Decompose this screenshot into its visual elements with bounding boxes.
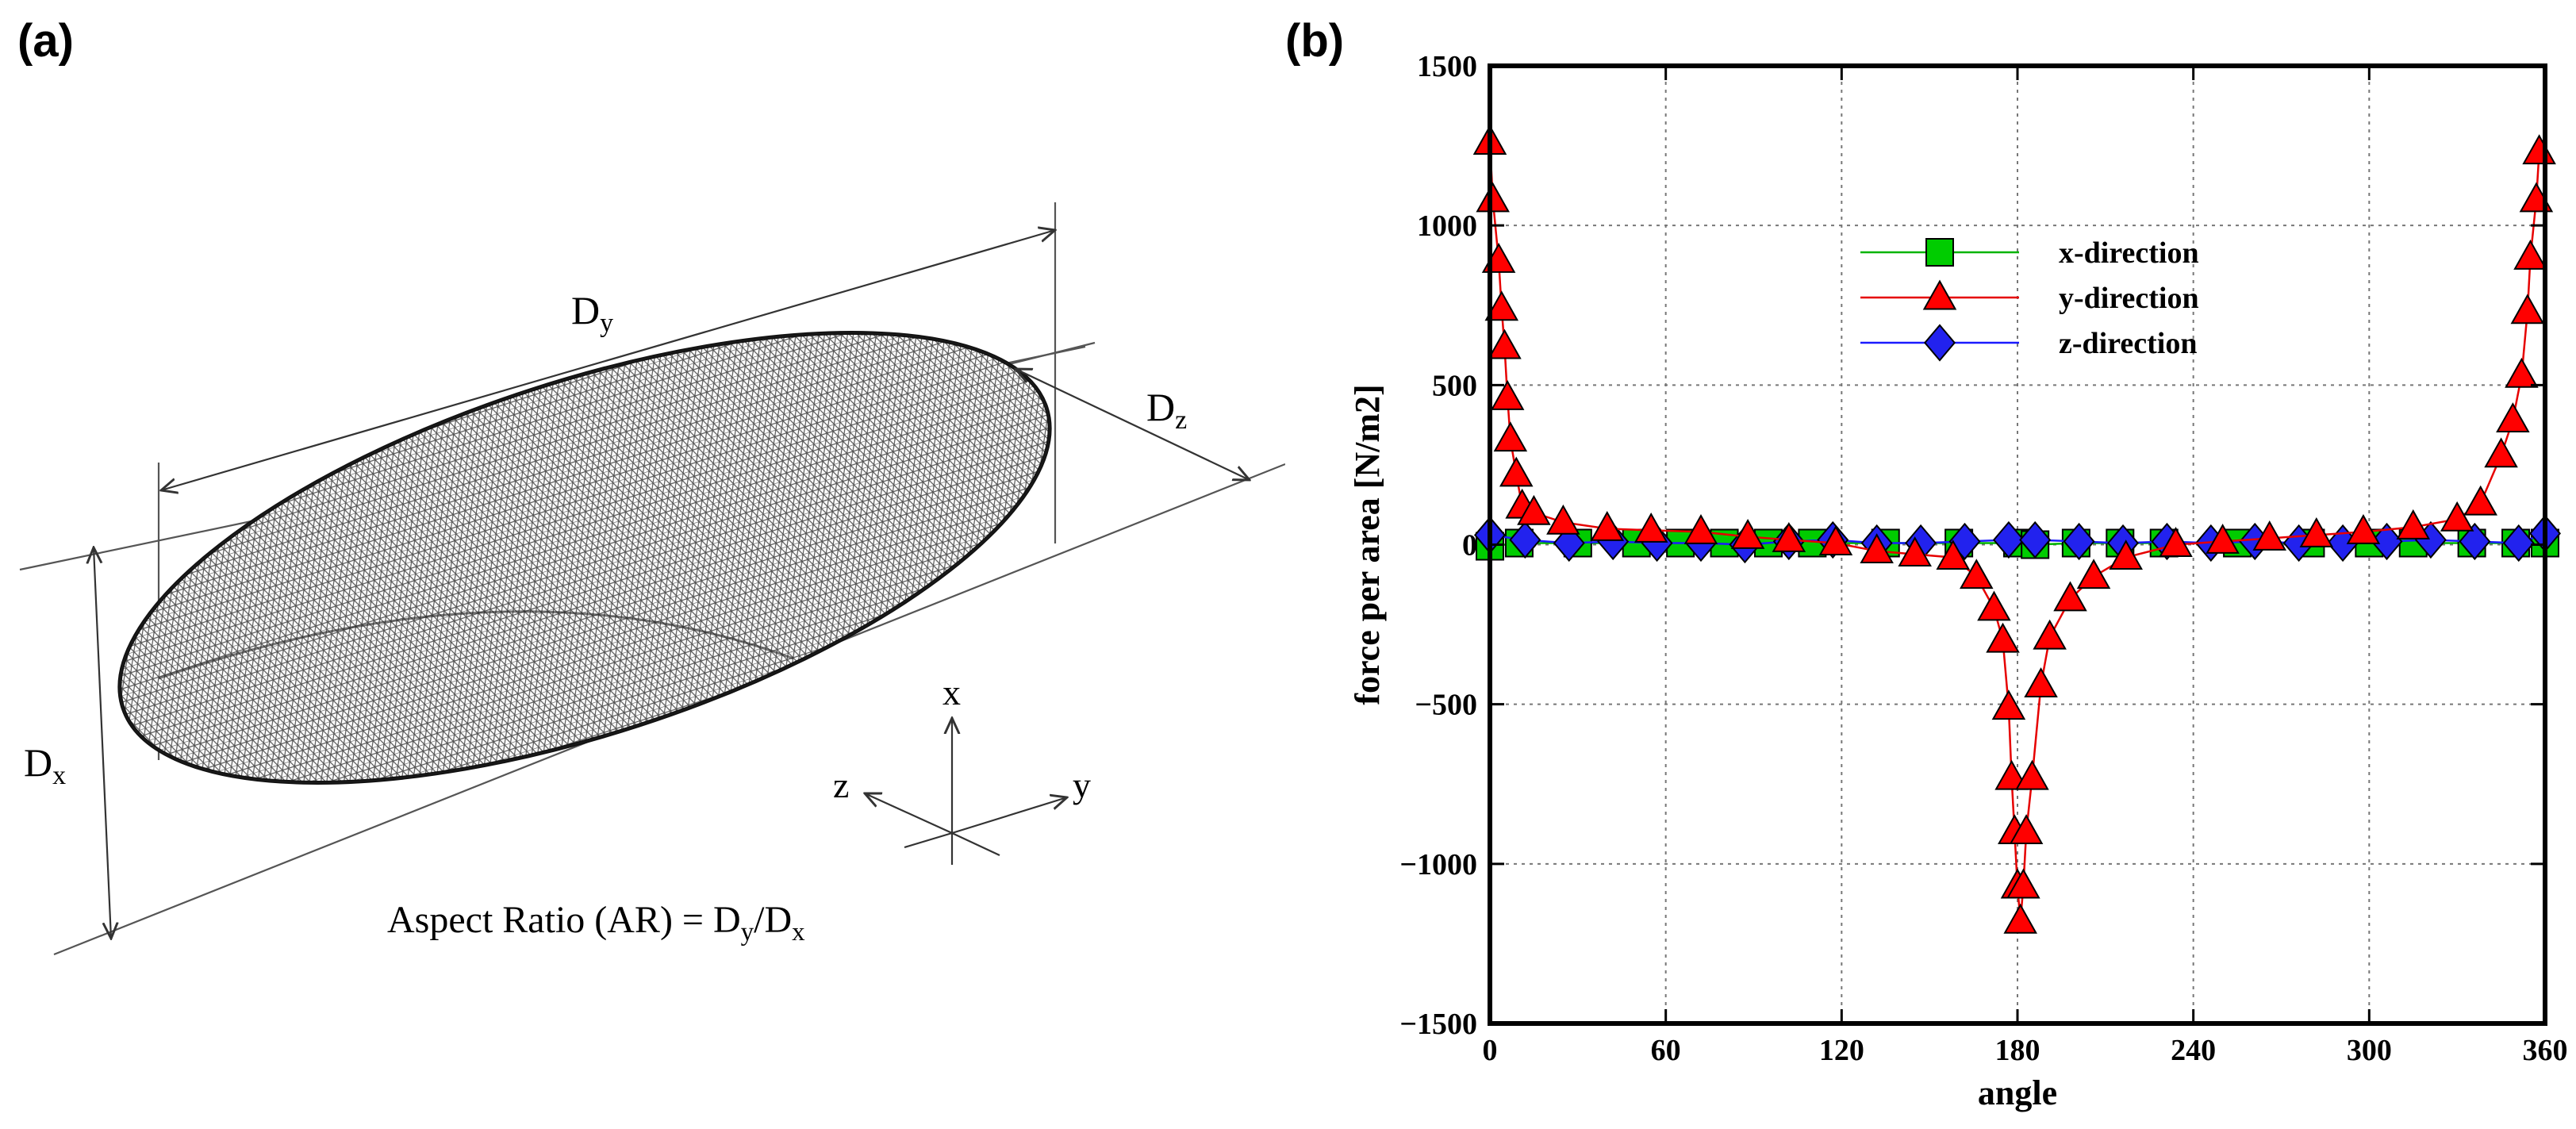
data-point bbox=[2505, 357, 2539, 388]
data-point bbox=[1986, 622, 2020, 653]
data-point bbox=[2206, 524, 2240, 554]
coordinate-triad bbox=[865, 718, 1067, 865]
panel-a-label: (a) bbox=[17, 15, 74, 67]
y-tick-label: −1000 bbox=[1399, 848, 1477, 881]
legend-marker bbox=[1922, 279, 1957, 310]
aspect-ratio-formula: Aspect Ratio (AR) = Dy/Dx bbox=[387, 899, 805, 947]
data-point bbox=[2053, 581, 2087, 612]
axis-x-label: x bbox=[942, 672, 961, 712]
y-tick-label: 0 bbox=[1462, 529, 1477, 563]
data-point bbox=[1509, 520, 1541, 559]
y-axis-title: force per area [N/m2] bbox=[1348, 384, 1387, 705]
data-point bbox=[2463, 485, 2497, 516]
data-point bbox=[1546, 504, 1580, 535]
data-point bbox=[2502, 524, 2535, 563]
data-point bbox=[1476, 182, 1510, 213]
data-point bbox=[2063, 522, 2095, 561]
x-tick-label: 120 bbox=[1819, 1034, 1864, 1067]
data-point bbox=[1683, 513, 1718, 544]
legend-entry: z-direction bbox=[1860, 324, 2197, 362]
data-point bbox=[1493, 421, 1528, 452]
y-tick-label: 1500 bbox=[1417, 50, 1477, 83]
data-point bbox=[1818, 525, 1853, 555]
data-point bbox=[2346, 513, 2381, 544]
data-point bbox=[1772, 522, 1806, 552]
data-point bbox=[1517, 494, 1551, 525]
panel-a-diagram: Dy Dx Dz x y z Aspect Ratio (AR) = Dy/Dx bbox=[19, 202, 1285, 956]
x-tick-label: 360 bbox=[2523, 1034, 2568, 1067]
data-point bbox=[1634, 512, 1668, 543]
chart-series bbox=[1472, 125, 2562, 934]
dz-label: Dz bbox=[1146, 385, 1187, 435]
data-point bbox=[2009, 814, 2044, 845]
data-point bbox=[1991, 689, 2026, 720]
data-point bbox=[2076, 559, 2111, 589]
data-point bbox=[1960, 559, 1994, 589]
data-point bbox=[2024, 667, 2058, 697]
data-point bbox=[1499, 456, 1534, 487]
data-point bbox=[1948, 522, 1981, 561]
data-point bbox=[1488, 328, 1522, 359]
legend-entry: y-direction bbox=[1860, 279, 2199, 315]
data-point bbox=[2440, 501, 2474, 532]
dimension-arrows bbox=[94, 230, 1250, 939]
data-point bbox=[1936, 540, 1970, 570]
dx-label: Dx bbox=[24, 740, 66, 790]
data-point bbox=[2522, 134, 2556, 165]
data-point bbox=[1590, 510, 1625, 541]
legend-marker bbox=[1923, 324, 1956, 362]
data-point bbox=[2015, 759, 2049, 790]
legend-label: y-direction bbox=[2059, 282, 2199, 315]
data-point bbox=[2033, 619, 2067, 650]
data-point bbox=[2510, 294, 2545, 324]
data-point bbox=[1898, 536, 1932, 567]
data-point bbox=[1994, 759, 2029, 790]
chart-legend: x-direction y-direction z-direction bbox=[1860, 236, 2199, 362]
data-point bbox=[2006, 868, 2040, 899]
y-tick-label: −500 bbox=[1415, 689, 1477, 722]
data-point bbox=[2109, 540, 2143, 570]
data-point bbox=[1992, 520, 2025, 559]
x-tick-label: 240 bbox=[2171, 1034, 2216, 1067]
chart-ticks: 0 60 120 180 240 300 360 −1500 −1000 −500 0 500 1000… bbox=[1399, 50, 2567, 1067]
data-point bbox=[2019, 520, 2052, 559]
y-tick-label: −1500 bbox=[1399, 1008, 1477, 1041]
panel-b-label: (b) bbox=[1285, 15, 1345, 67]
data-point bbox=[1490, 379, 1525, 410]
y-tick-label: 500 bbox=[1432, 369, 1477, 402]
data-point bbox=[1977, 590, 2011, 621]
x-tick-label: 180 bbox=[1995, 1034, 2040, 1067]
x-tick-label: 300 bbox=[2347, 1034, 2392, 1067]
data-point bbox=[2252, 520, 2286, 551]
x-tick-label: 0 bbox=[1483, 1034, 1498, 1067]
data-point bbox=[2396, 509, 2431, 540]
data-point bbox=[1730, 518, 1765, 549]
legend-entry: x-direction bbox=[1860, 236, 2199, 270]
data-point bbox=[2371, 522, 2403, 561]
data-point bbox=[2459, 522, 2491, 561]
data-point bbox=[2513, 239, 2547, 270]
data-point bbox=[1484, 290, 1519, 321]
data-point bbox=[2159, 527, 2193, 557]
series-y-direction bbox=[1472, 125, 2556, 934]
data-point bbox=[2003, 903, 2037, 934]
data-point bbox=[1860, 533, 1894, 563]
x-axis-title: angle bbox=[1978, 1073, 2057, 1112]
x-tick-label: 60 bbox=[1651, 1034, 1681, 1067]
y-tick-label: 1000 bbox=[1417, 209, 1477, 243]
dy-label: Dy bbox=[571, 288, 613, 338]
legend-marker bbox=[1925, 238, 1954, 267]
axis-y-label: y bbox=[1073, 765, 1091, 805]
axis-z-label: z bbox=[833, 765, 849, 805]
data-point bbox=[2299, 516, 2334, 547]
data-point bbox=[2484, 437, 2518, 468]
data-point bbox=[2496, 402, 2530, 433]
legend-label: x-direction bbox=[2059, 236, 2199, 270]
legend-label: z-direction bbox=[2059, 327, 2197, 360]
data-point bbox=[1553, 524, 1585, 563]
